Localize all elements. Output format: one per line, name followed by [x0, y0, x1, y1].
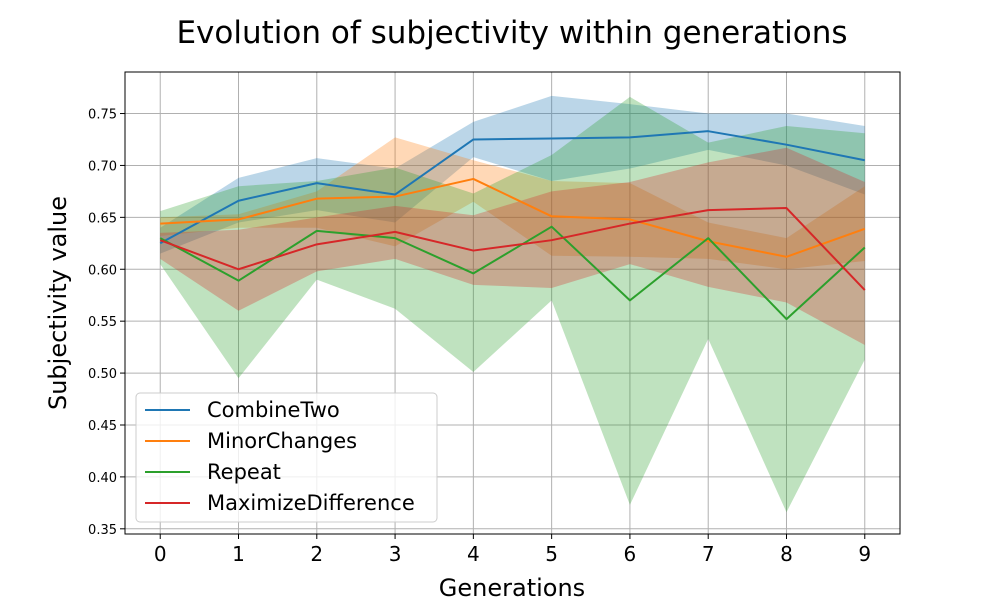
- y-tick-label: 0.60: [88, 263, 117, 278]
- legend-entries: CombineTwo MinorChanges Repeat MaximizeDiff…: [145, 398, 415, 515]
- x-tick-label: 4: [467, 542, 480, 566]
- y-axis-ticks: 0.35 0.40 0.45 0.50 0.55 0.60 0.65 0.70 0.75: [88, 108, 125, 538]
- legend-label: MinorChanges: [207, 429, 357, 453]
- x-axis-ticks: 0 1 2 3 4 5 6 7 8 9: [154, 534, 871, 566]
- y-tick-label: 0.75: [88, 108, 117, 123]
- series-lines: [159, 130, 866, 321]
- x-tick-label: 9: [858, 542, 871, 566]
- legend-label: MaximizeDifference: [207, 491, 415, 515]
- y-tick-label: 0.35: [88, 523, 117, 538]
- y-tick-label: 0.50: [88, 367, 117, 382]
- line-maximizedifference: [159, 207, 866, 291]
- y-tick-label: 0.65: [88, 211, 117, 226]
- x-tick-label: 6: [624, 542, 637, 566]
- y-tick-label: 0.55: [88, 315, 117, 330]
- line-combinetwo: [159, 130, 865, 245]
- y-tick-label: 0.40: [88, 471, 117, 486]
- x-tick-label: 0: [154, 542, 167, 566]
- legend-label: CombineTwo: [207, 398, 340, 422]
- band-combinetwo: [160, 95, 865, 254]
- y-tick-label: 0.70: [88, 159, 117, 174]
- chart-title: Evolution of subjectivity within generat…: [176, 15, 847, 51]
- legend-label: Repeat: [207, 460, 281, 484]
- x-axis-label: Generations: [439, 574, 585, 600]
- y-tick-label: 0.45: [88, 419, 117, 434]
- legend: CombineTwo MinorChanges Repeat MaximizeDiff…: [135, 392, 438, 523]
- x-tick-label: 3: [389, 542, 402, 566]
- plot-frame: [124, 71, 901, 535]
- line-minorchanges: [160, 177, 866, 258]
- x-tick-label: 2: [310, 542, 323, 566]
- legend-box: [135, 392, 438, 523]
- x-tick-label: 8: [780, 542, 793, 566]
- x-tick-label: 1: [232, 542, 245, 566]
- y-axis-label: Subjectivity value: [44, 196, 72, 410]
- band-maximizedifference: [160, 147, 865, 346]
- band-repeat: [160, 96, 865, 513]
- x-tick-label: 5: [545, 542, 558, 566]
- x-tick-label: 7: [702, 542, 715, 566]
